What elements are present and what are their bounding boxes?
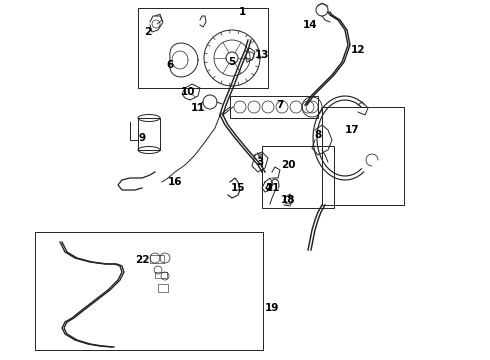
Text: 22: 22: [135, 255, 149, 265]
Bar: [35, 232, 263, 350]
Text: 20: 20: [281, 160, 295, 170]
Bar: [158, 284, 168, 292]
Text: 8: 8: [315, 130, 321, 140]
Bar: [138, 8, 268, 88]
Bar: [155, 272, 167, 278]
Text: 3: 3: [256, 157, 264, 167]
Text: 19: 19: [265, 303, 279, 313]
Text: 16: 16: [168, 177, 182, 187]
Text: 11: 11: [191, 103, 205, 113]
Bar: [230, 96, 318, 118]
Text: 6: 6: [167, 60, 173, 70]
Text: 13: 13: [255, 50, 269, 60]
Text: 2: 2: [145, 27, 151, 37]
Text: 18: 18: [281, 195, 295, 205]
Bar: [150, 255, 164, 263]
Text: 1: 1: [238, 7, 245, 17]
Bar: [322, 107, 404, 205]
Bar: [138, 118, 160, 150]
Text: 17: 17: [344, 125, 359, 135]
Text: 15: 15: [231, 183, 245, 193]
Text: 12: 12: [351, 45, 365, 55]
Text: 14: 14: [303, 20, 318, 30]
Text: 9: 9: [139, 133, 146, 143]
Text: 21: 21: [265, 183, 279, 193]
Text: 7: 7: [276, 100, 284, 110]
Text: 10: 10: [181, 87, 195, 97]
Text: 5: 5: [228, 57, 236, 67]
Bar: [262, 146, 334, 208]
Text: 4: 4: [264, 183, 271, 193]
